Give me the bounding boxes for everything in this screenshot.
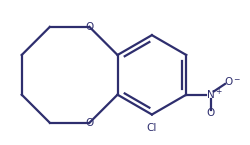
Text: O: O <box>85 22 94 32</box>
Text: O: O <box>206 108 215 118</box>
Text: N: N <box>207 90 214 100</box>
Text: Cl: Cl <box>147 123 157 133</box>
Text: O: O <box>224 77 232 87</box>
Text: −: − <box>234 75 240 84</box>
Text: O: O <box>85 118 94 128</box>
Text: +: + <box>216 87 222 96</box>
